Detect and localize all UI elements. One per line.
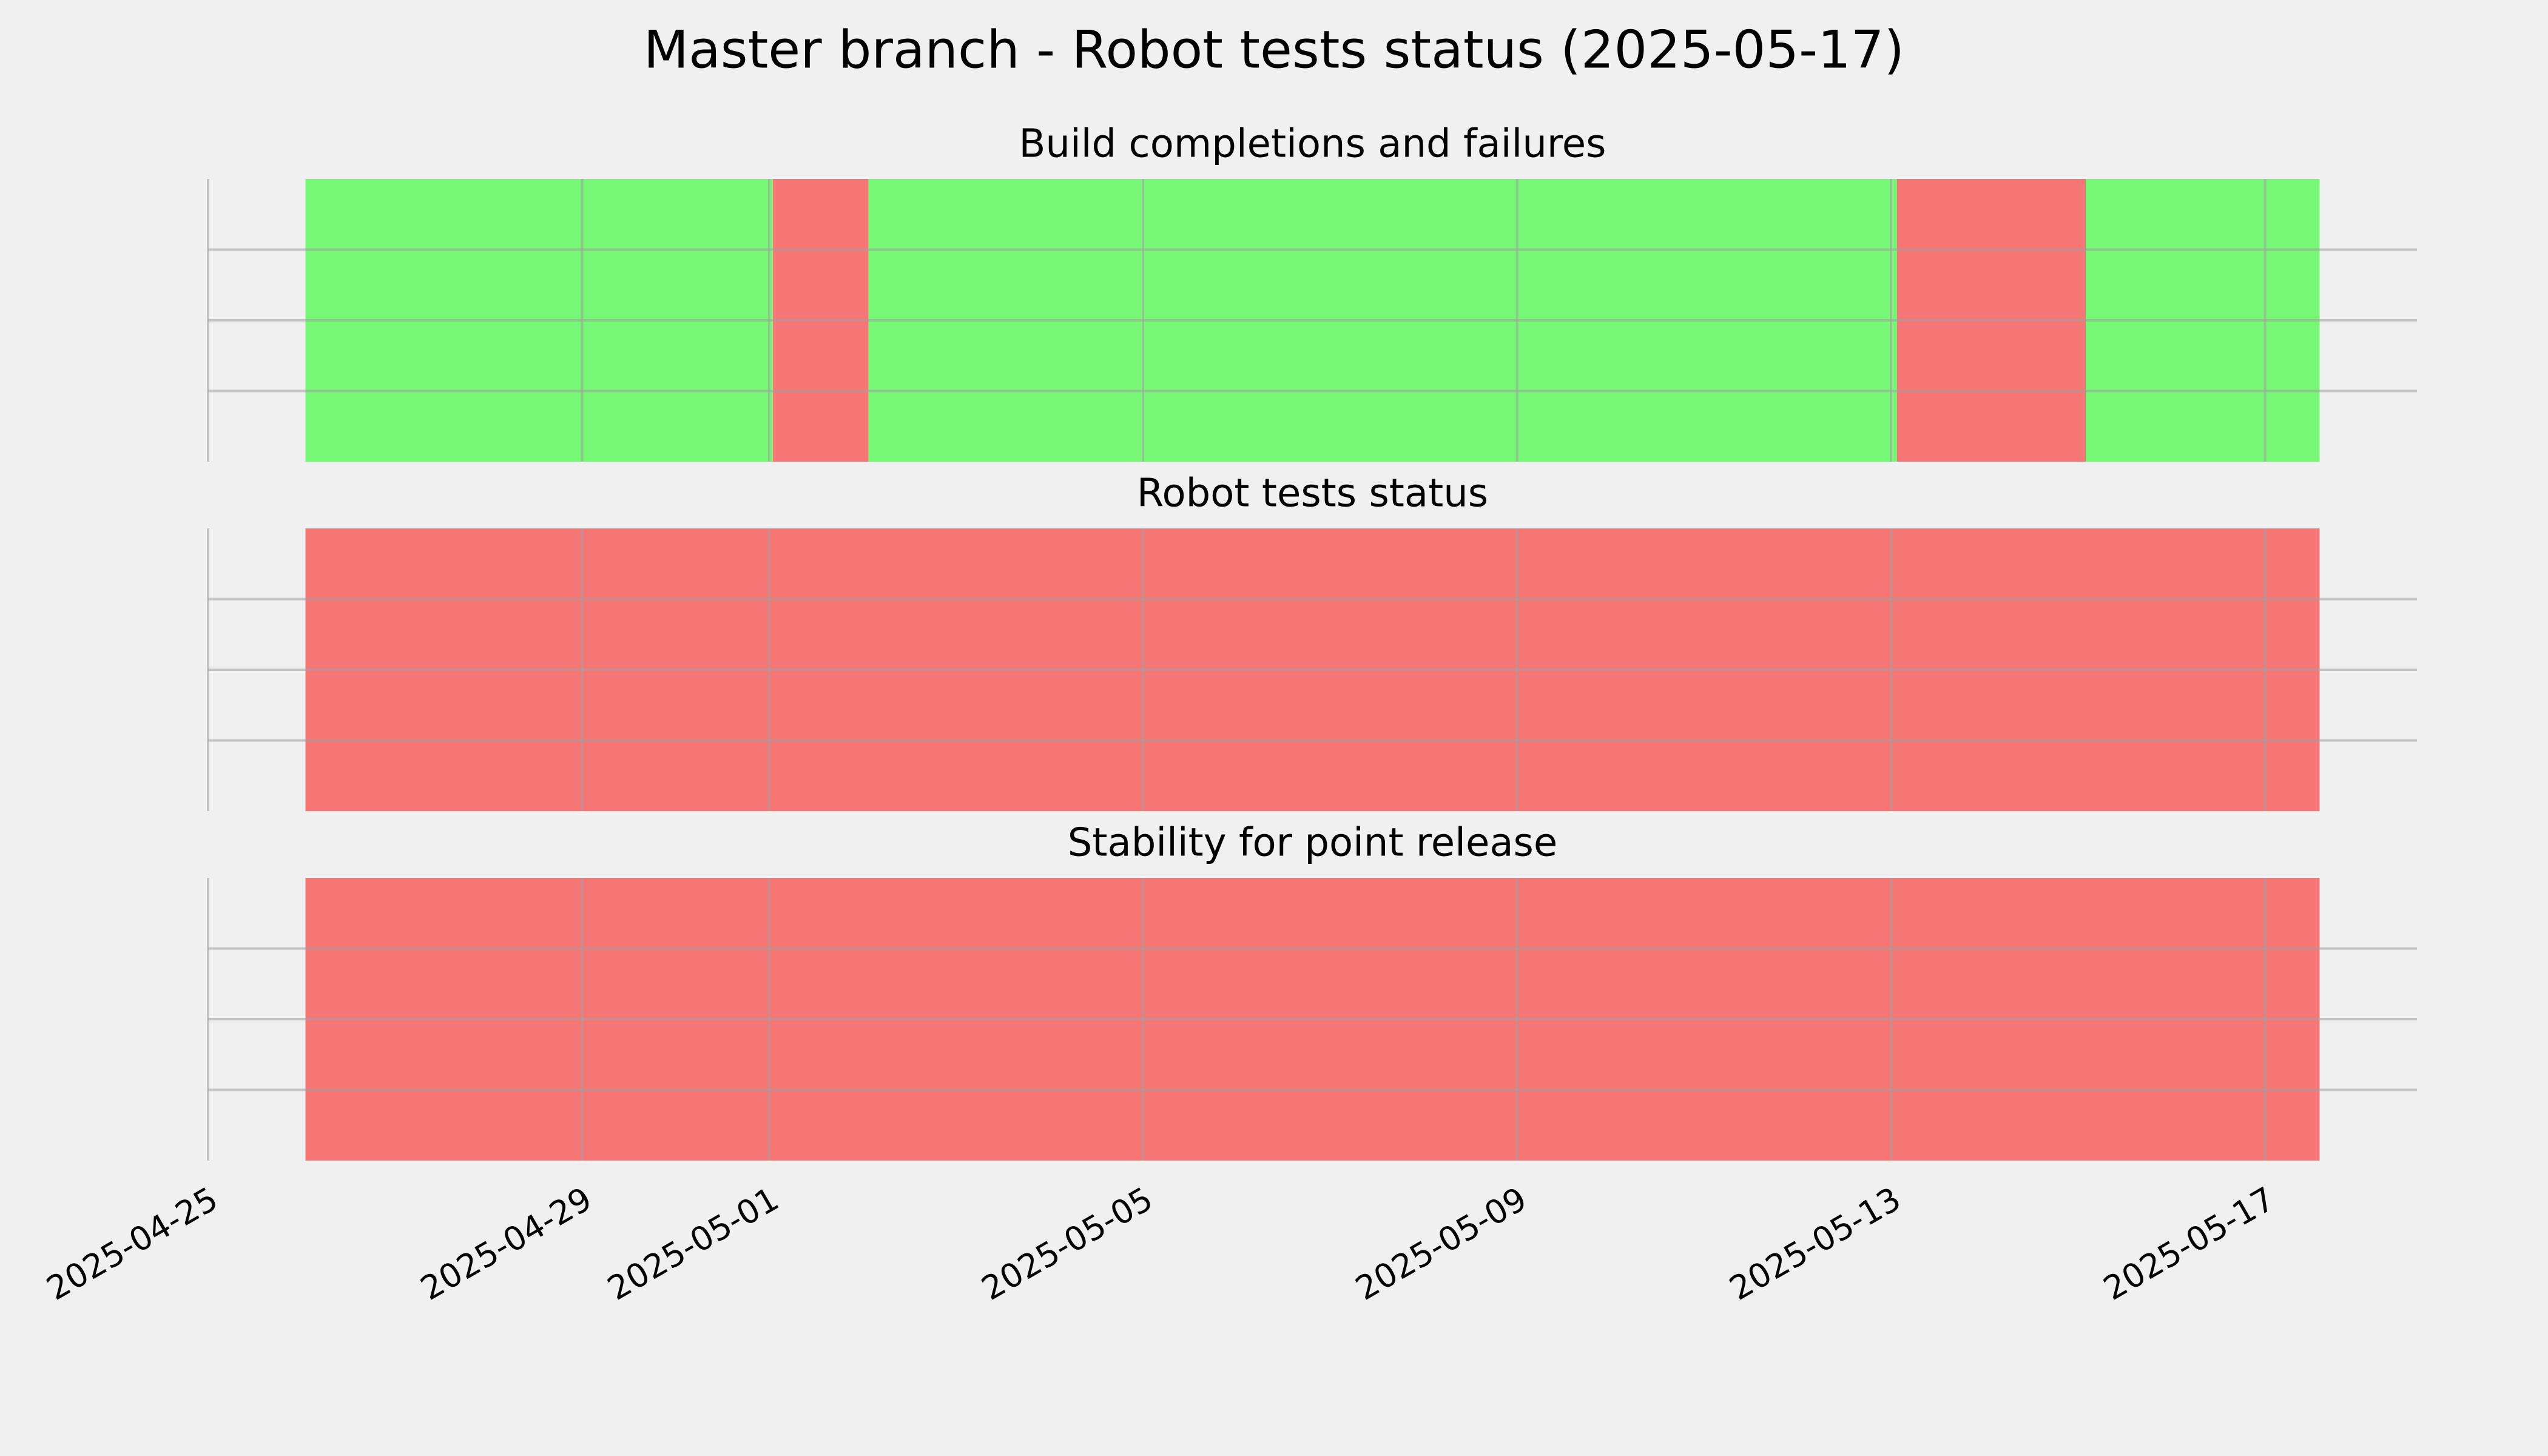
figure-title: Master branch - Robot tests status (2025… <box>644 19 1904 80</box>
subplot-title: Robot tests status <box>1137 471 1488 516</box>
subplot-title: Stability for point release <box>1068 821 1558 866</box>
subplot-title: Build completions and failures <box>1019 122 1606 167</box>
